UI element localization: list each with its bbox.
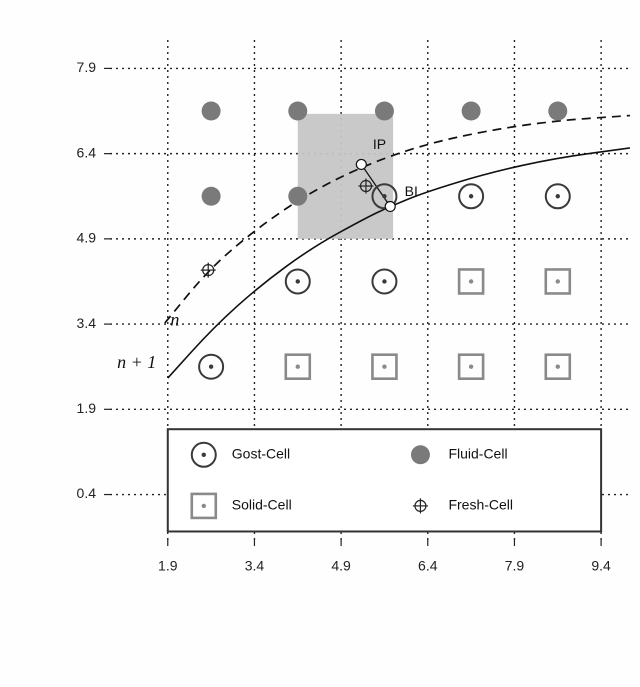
ghost-cell-dot bbox=[209, 365, 213, 369]
shaded-region bbox=[298, 114, 393, 239]
bi-label: BI bbox=[405, 183, 418, 199]
solid-cell-dot bbox=[296, 365, 300, 369]
y-tick-label: 1.9 bbox=[77, 400, 97, 416]
curve-n bbox=[165, 116, 630, 323]
x-tick-label: 1.9 bbox=[158, 557, 178, 573]
ip-point bbox=[356, 159, 366, 169]
curves bbox=[165, 116, 630, 379]
fluid-cell-marker bbox=[462, 102, 481, 121]
x-tick-label: 4.9 bbox=[331, 557, 351, 573]
fluid-cell-marker bbox=[548, 102, 567, 121]
legend-label-fresh: Fresh-Cell bbox=[448, 497, 513, 513]
ghost-cell-dot bbox=[556, 194, 560, 198]
curve-np1-label: n + 1 bbox=[117, 352, 156, 372]
ghost-cell-dot bbox=[382, 194, 386, 198]
bi-point bbox=[385, 201, 395, 211]
ip-label: IP bbox=[373, 136, 386, 152]
y-tick-label: 6.4 bbox=[77, 144, 97, 160]
solid-cell-dot bbox=[469, 279, 473, 283]
fluid-cell-marker bbox=[202, 102, 221, 121]
x-tick-label: 9.4 bbox=[591, 557, 611, 573]
solid-cell-dot bbox=[556, 279, 560, 283]
curve-np1 bbox=[168, 148, 630, 378]
curve-n-label: n bbox=[170, 309, 179, 329]
ghost-cell-dot bbox=[469, 194, 473, 198]
solid-cell-dot bbox=[382, 365, 386, 369]
legend-label-fluid: Fluid-Cell bbox=[448, 445, 507, 461]
fluid-cell-marker bbox=[288, 102, 307, 121]
fluid-cell-marker bbox=[202, 187, 221, 206]
fluid-cell-marker bbox=[375, 102, 394, 121]
legend-label-ghost: Gost-Cell bbox=[232, 445, 290, 461]
y-tick-label: 7.9 bbox=[77, 59, 97, 75]
y-tick-label: 4.9 bbox=[77, 230, 97, 246]
y-tick-label: 0.4 bbox=[77, 485, 97, 501]
fluid-cell-marker bbox=[288, 187, 307, 206]
legend-label-solid: Solid-Cell bbox=[232, 497, 292, 513]
legend-item-fluid: Fluid-Cell bbox=[411, 445, 508, 464]
x-tick-label: 7.9 bbox=[505, 557, 525, 573]
x-tick-label: 3.4 bbox=[245, 557, 265, 573]
solid-cell-dot bbox=[556, 365, 560, 369]
y-tick-label: 3.4 bbox=[77, 315, 97, 331]
ghost-cell-dot bbox=[382, 279, 386, 283]
solid-cell-dot bbox=[469, 365, 473, 369]
x-tick-label: 6.4 bbox=[418, 557, 438, 573]
ghost-cell-dot bbox=[296, 279, 300, 283]
figure-svg: n n + 1 IP BI Gost-Cell Fluid-Cell Solid-Cell F… bbox=[20, 20, 640, 667]
